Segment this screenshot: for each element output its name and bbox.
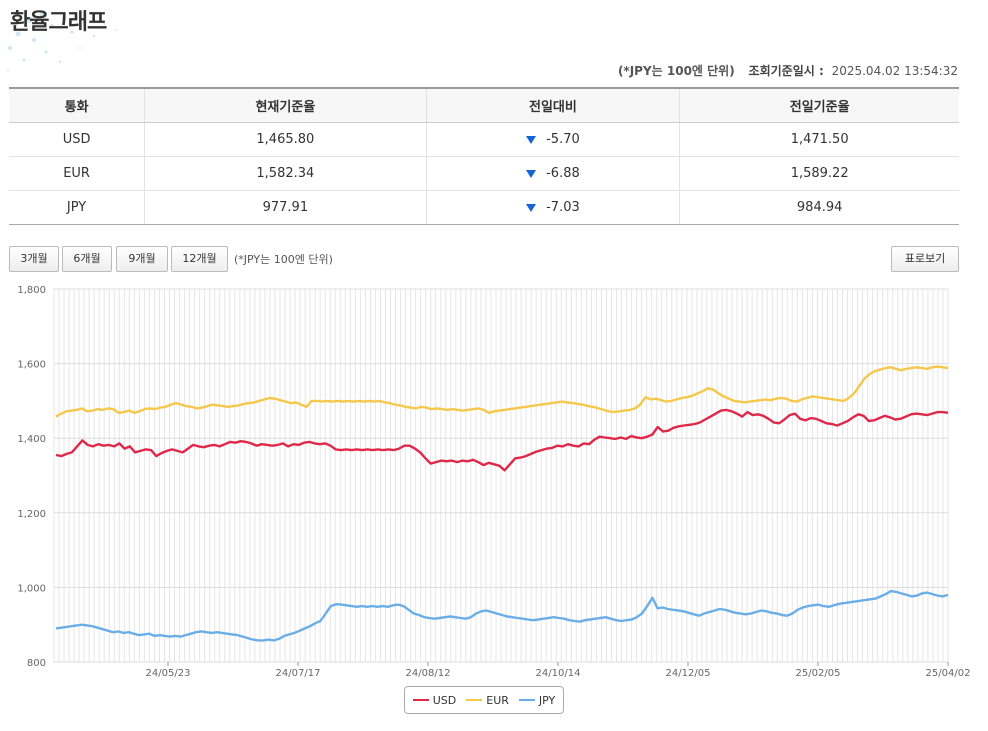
x-axis: 24/05/23 24/07/17 24/08/12 24/10/14 24/12/05… — [146, 662, 971, 679]
current-rate-cell: 1,465.80 — [144, 122, 427, 157]
currency-cell: USD — [9, 122, 145, 157]
previous-rate-cell: 1,471.50 — [679, 122, 959, 157]
chart-series — [55, 365, 949, 642]
query-time-value: 2025.04.02 13:54:32 — [831, 64, 958, 78]
change-value: -5.70 — [546, 132, 580, 147]
x-tick-label: 25/04/02 — [926, 668, 971, 679]
period-3-month-button[interactable]: 3개월 — [9, 246, 59, 272]
query-time-label: 조회기준일시 : — [748, 64, 824, 78]
series-line-eur — [55, 365, 949, 418]
change-cell: -6.88 — [425, 156, 680, 191]
chart-grid — [53, 288, 949, 663]
change-cell: -7.03 — [425, 190, 680, 225]
y-tick-label: 1,000 — [17, 583, 46, 594]
x-tick-label: 24/05/23 — [146, 668, 191, 679]
legend-label-jpy: JPY — [538, 693, 556, 707]
legend-swatch-usd — [412, 699, 429, 701]
series-line-usd — [55, 408, 949, 472]
header-previous-rate: 전일기준율 — [679, 87, 959, 123]
y-tick-label: 1,200 — [17, 509, 46, 520]
y-tick-label: 1,800 — [17, 285, 46, 296]
y-axis: 800 1,000 1,200 1,400 1,600 1,800 — [17, 285, 46, 669]
period-6-month-button[interactable]: 6개월 — [62, 246, 112, 272]
y-tick-label: 800 — [27, 658, 46, 669]
legend-swatch-eur — [466, 699, 483, 701]
query-info: (*JPY는 100엔 단위) 조회기준일시 : 2025.04.02 13:5… — [618, 62, 958, 79]
x-tick-label: 24/07/17 — [276, 668, 321, 679]
table-header-row: 통화 현재기준율 전일대비 전일기준율 — [9, 87, 959, 123]
unit-note: (*JPY는 100엔 단위) — [617, 64, 735, 78]
legend-label-eur: EUR — [486, 693, 509, 707]
y-tick-label: 1,400 — [17, 434, 46, 445]
chart-legend: USD EUR JPY — [404, 686, 564, 714]
change-value: -7.03 — [546, 200, 580, 215]
legend-label-usd: USD — [432, 693, 457, 707]
table-row: USD 1,465.80 -5.70 1,471.50 — [9, 122, 959, 157]
header-change: 전일대비 — [425, 87, 680, 123]
legend-swatch-jpy — [518, 699, 535, 701]
currency-cell: JPY — [9, 190, 145, 225]
x-tick-label: 25/02/05 — [796, 668, 841, 679]
down-arrow-icon — [526, 169, 537, 178]
previous-rate-cell: 1,589.22 — [679, 156, 959, 191]
period-9-month-button[interactable]: 9개월 — [116, 246, 168, 272]
legend-item-usd[interactable]: USD — [412, 693, 457, 707]
legend-item-jpy[interactable]: JPY — [518, 693, 556, 707]
down-arrow-icon — [526, 203, 537, 212]
current-rate-cell: 1,582.34 — [144, 156, 427, 191]
change-value: -6.88 — [546, 166, 580, 181]
down-arrow-icon — [526, 135, 537, 144]
current-rate-cell: 977.91 — [144, 190, 427, 225]
table-row: JPY 977.91 -7.03 984.94 — [9, 190, 959, 225]
series-line-jpy — [55, 589, 949, 642]
currency-cell: EUR — [9, 156, 145, 191]
dot-pattern-decoration — [7, 11, 117, 71]
previous-rate-cell: 984.94 — [679, 190, 959, 225]
view-table-button[interactable]: 표로보기 — [891, 246, 959, 272]
header-current-rate: 현재기준율 — [144, 87, 427, 123]
header-currency: 통화 — [9, 87, 145, 123]
period-12-month-button[interactable]: 12개월 — [171, 246, 228, 272]
change-cell: -5.70 — [425, 122, 680, 157]
x-tick-label: 24/12/05 — [666, 668, 711, 679]
page-title: 환율그래프 — [10, 10, 107, 35]
y-tick-label: 1,600 — [17, 360, 46, 371]
x-tick-label: 24/08/12 — [406, 668, 451, 679]
exchange-rate-table: 통화 현재기준율 전일대비 전일기준율 USD 1,465.80 -5.70 1… — [9, 87, 959, 225]
chart-unit-note: (*JPY는 100엔 단위) — [234, 253, 333, 266]
table-row: EUR 1,582.34 -6.88 1,589.22 — [9, 156, 959, 191]
legend-item-eur[interactable]: EUR — [466, 694, 509, 707]
x-tick-label: 24/10/14 — [536, 668, 581, 679]
